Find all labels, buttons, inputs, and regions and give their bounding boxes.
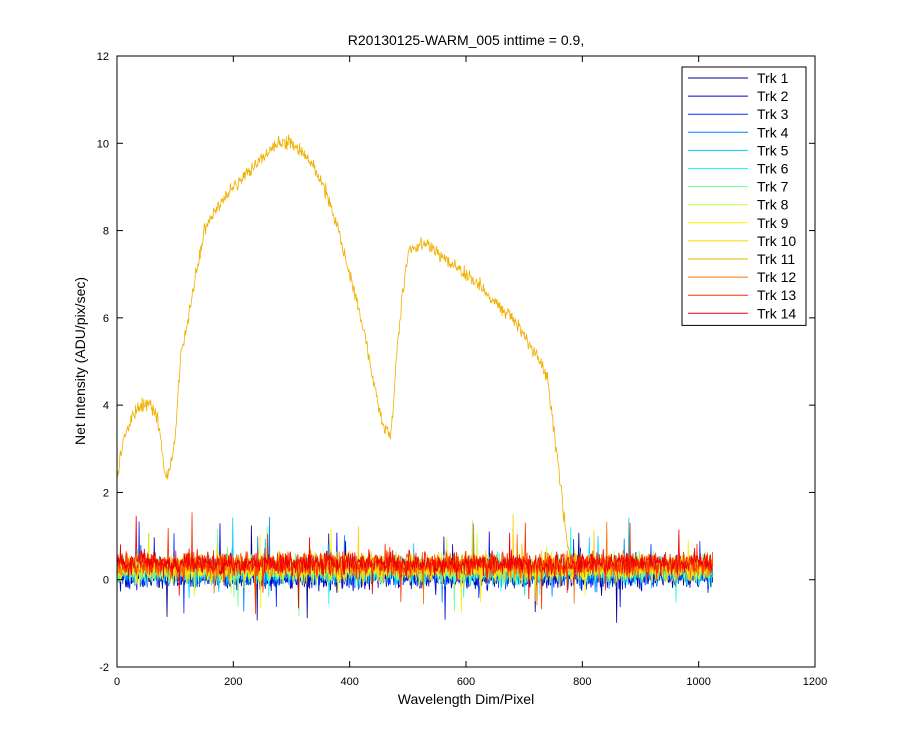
legend-label: Trk 2 — [757, 88, 789, 104]
series-line-trk-13 — [117, 512, 714, 614]
legend-label: Trk 12 — [757, 269, 796, 285]
legend-label: Trk 4 — [757, 124, 789, 140]
x-tick-label: 1000 — [686, 676, 710, 688]
series-layer — [117, 134, 714, 623]
y-tick-label: 10 — [97, 138, 109, 150]
legend-box — [681, 66, 807, 326]
legend-label: Trk 11 — [757, 251, 795, 267]
legend-label: Trk 5 — [757, 142, 789, 158]
legend-label: Trk 14 — [757, 305, 796, 321]
legend-label: Trk 7 — [757, 179, 789, 195]
chart-title: R20130125-WARM_005 inttime = 0.9, — [348, 32, 584, 48]
series-line-trk-14 — [117, 515, 713, 609]
x-tick-label: 1200 — [803, 676, 827, 688]
y-tick-label: 8 — [103, 226, 109, 238]
legend-label: Trk 3 — [757, 106, 789, 122]
legend-label: Trk 6 — [757, 161, 789, 177]
legend-label: Trk 13 — [757, 287, 796, 303]
y-axis: -2 0 2 4 6 8 10 12 — [97, 51, 815, 674]
x-tick-label: 0 — [114, 676, 120, 688]
x-tick-label: 400 — [340, 676, 358, 688]
y-tick-label: 0 — [103, 575, 109, 587]
legend-label: Trk 9 — [757, 215, 789, 231]
y-axis-title: Net Intensity (ADU/pix/sec) — [72, 277, 88, 445]
legend: Trk 1 Trk 2 Trk 3 Trk 4 Trk 5 Trk 6 Trk 7 Trk 8… — [681, 66, 807, 326]
legend-label: Trk 10 — [757, 233, 796, 249]
x-tick-label: 800 — [573, 676, 591, 688]
y-tick-label: 6 — [103, 313, 109, 325]
x-axis: 0 200 400 600 800 1000 1200 — [114, 56, 827, 688]
legend-label: Trk 8 — [757, 197, 789, 213]
y-tick-label: 12 — [97, 51, 109, 63]
y-tick-label: 4 — [103, 400, 109, 412]
y-tick-label: 2 — [103, 487, 109, 499]
x-tick-label: 600 — [457, 676, 475, 688]
y-tick-label: -2 — [99, 662, 109, 674]
x-axis-title: Wavelength Dim/Pixel — [398, 691, 534, 707]
legend-label: Trk 1 — [757, 70, 789, 86]
x-tick-label: 200 — [224, 676, 242, 688]
